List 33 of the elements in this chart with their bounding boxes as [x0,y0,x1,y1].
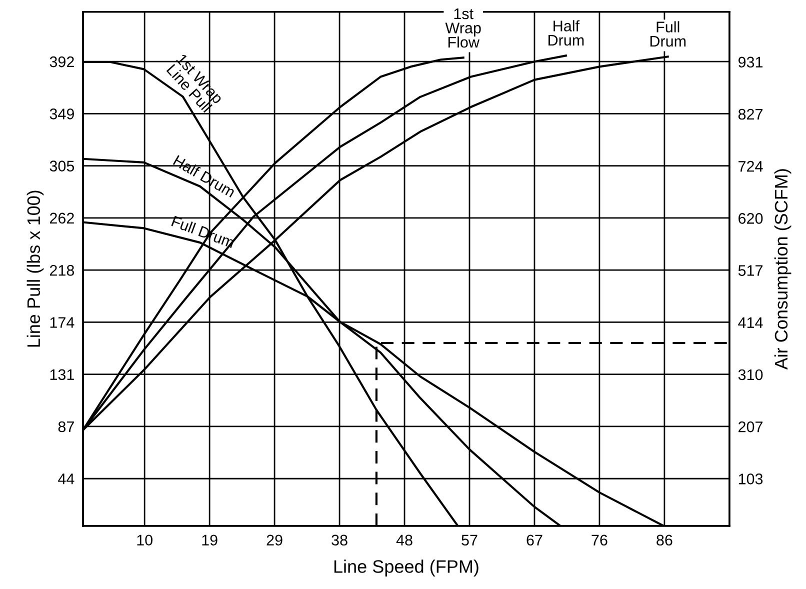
x-tick-label: 19 [202,534,218,546]
x-tick-label: 86 [656,534,672,546]
y-tick-label: 44 [58,474,74,484]
y-tick-label: 305 [50,160,74,172]
series-label: Full Drum [650,21,686,47]
x-tick-label: 48 [396,534,412,546]
y-tick-label: 131 [50,369,74,380]
series-label: 1st Wrap Flow [445,8,481,48]
series-label: Half Drum [548,20,584,46]
x-tick-label: 76 [592,534,608,546]
x-tick-label: 57 [462,534,478,546]
x-tick-label: 38 [332,534,348,546]
x-tick-label: 67 [526,534,542,546]
y-tick-label: 392 [50,56,74,68]
x-axis-title: Line Speed (FPM) [334,560,478,576]
y2-tick-label: 724 [738,160,763,172]
y2-tick-label: 103 [738,474,763,484]
y2-tick-label: 207 [738,421,762,432]
y-axis-title: Line Pull (lbs x 100) [26,190,44,347]
y2-tick-label: 827 [738,108,762,120]
y2-tick-label: 620 [738,213,763,224]
y-tick-label: 349 [50,108,74,120]
y2-tick-label: 517 [738,265,762,276]
x-tick-label: 29 [266,534,282,546]
y-tick-label: 262 [50,212,74,224]
y-tick-label: 87 [58,421,74,432]
y-tick-label: 218 [50,264,74,276]
y-tick-label: 174 [50,317,74,328]
y2-tick-label: 931 [738,56,763,68]
x-tick-label: 10 [137,534,152,546]
y2-tick-label: 310 [738,369,763,380]
y2-tick-label: 414 [738,317,763,328]
y2-axis-title: Air Consumption (SCFM) [774,169,792,370]
